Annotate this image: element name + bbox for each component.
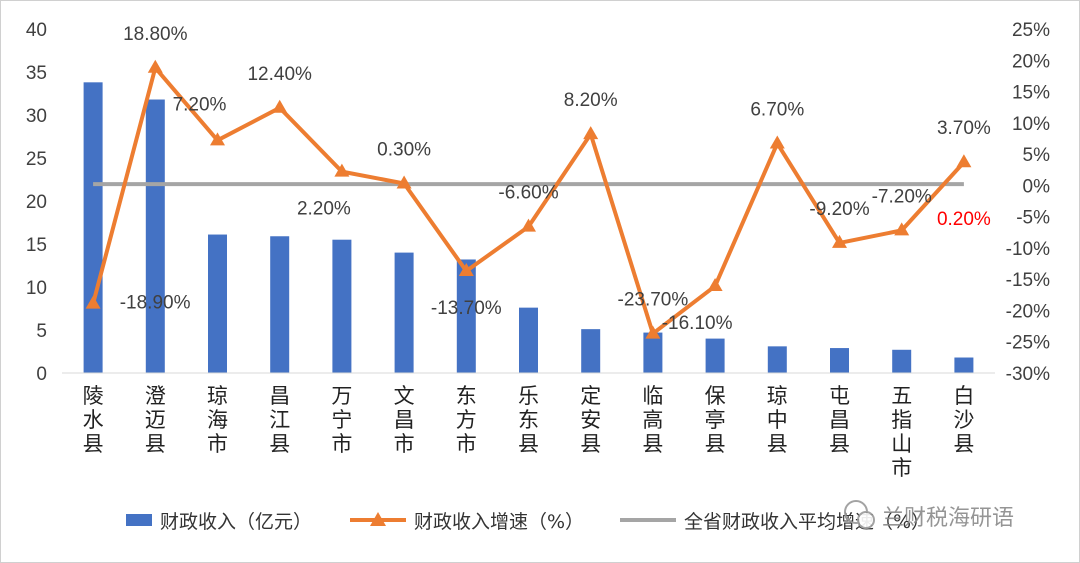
category-label: 陵水县 — [83, 384, 104, 456]
category-label: 五指山市 — [891, 384, 912, 480]
legend-label-bar: 财政收入（亿元） — [160, 511, 312, 533]
data-label: 2.20% — [297, 199, 351, 220]
data-label: 7.20% — [173, 94, 227, 115]
right-tick-label: 15% — [1012, 83, 1050, 104]
left-tick-label: 40 — [26, 20, 47, 41]
growth-point — [832, 234, 847, 248]
category-label: 昌江县 — [269, 384, 290, 456]
data-label: -7.20% — [872, 186, 932, 207]
growth-line-series — [85, 59, 972, 339]
right-tick-label: 0% — [1023, 176, 1051, 197]
growth-point — [458, 263, 474, 277]
right-tick-label: -10% — [1006, 239, 1050, 260]
right-tick-label: -30% — [1006, 364, 1050, 385]
category-label: 保亭县 — [705, 384, 726, 456]
growth-point — [147, 59, 163, 73]
bar — [954, 357, 974, 373]
right-tick-label: 25% — [1012, 20, 1050, 41]
watermark-text: 兰财税海研语 — [882, 506, 1014, 531]
growth-point — [521, 218, 536, 232]
left-y-axis: 0 5 10 15 20 25 30 35 40 — [26, 20, 47, 385]
growth-point — [272, 99, 288, 113]
growth-point — [645, 325, 661, 339]
bar — [270, 236, 290, 373]
category-label: 万宁市 — [331, 384, 352, 456]
growth-point — [85, 295, 101, 309]
legend-swatch-bar — [126, 514, 152, 526]
bar — [394, 252, 414, 373]
bar — [581, 329, 601, 373]
growth-point — [894, 222, 910, 236]
bar — [892, 349, 912, 373]
legend: 财政收入（亿元） 财政收入增速（%） 全省财政收入平均增速（%） — [126, 511, 930, 533]
bar-series — [83, 82, 974, 374]
growth-point — [210, 132, 225, 146]
right-tick-label: -20% — [1006, 301, 1050, 322]
growth-point — [583, 126, 599, 140]
growth-point — [334, 163, 350, 177]
bar — [208, 234, 227, 373]
right-tick-label: -25% — [1006, 333, 1050, 354]
right-tick-label: 10% — [1012, 114, 1050, 135]
bar — [456, 259, 476, 373]
category-label: 屯昌县 — [829, 384, 850, 456]
legend-label-line: 财政收入增速（%） — [414, 511, 584, 533]
left-tick-label: 0 — [36, 364, 47, 385]
data-label: -13.70% — [431, 298, 502, 319]
bar — [83, 82, 103, 373]
data-labels: -18.90% 18.80% 7.20% 12.40% 2.20% 0.30% -13.70… — [120, 24, 991, 334]
category-label: 白沙县 — [953, 384, 974, 456]
category-label: 琼海市 — [207, 384, 228, 456]
left-tick-label: 15 — [26, 235, 47, 256]
category-label: 临高县 — [642, 384, 663, 456]
right-y-axis: -30% -25% -20% -15% -10% -5% 0% 5% 10% 15% 20% 25% — [1006, 20, 1050, 385]
left-tick-label: 30 — [26, 106, 47, 127]
growth-point — [707, 278, 723, 292]
bar — [145, 99, 165, 374]
right-tick-label: 20% — [1012, 51, 1050, 72]
data-label: -18.90% — [120, 293, 191, 314]
left-tick-label: 25 — [26, 149, 47, 170]
bar — [519, 307, 538, 373]
data-label: -23.70% — [618, 290, 689, 311]
wechat-icon-inner — [857, 511, 875, 529]
growth-point — [769, 135, 785, 149]
average-data-label: 0.20% — [937, 209, 991, 230]
category-label: 定安县 — [580, 384, 601, 456]
data-label: 8.20% — [564, 90, 618, 111]
right-tick-label: -5% — [1016, 208, 1050, 229]
legend-marker-triangle — [370, 512, 386, 526]
left-tick-label: 20 — [26, 192, 47, 213]
data-label: 0.30% — [377, 139, 431, 160]
growth-point — [956, 154, 972, 168]
bar — [332, 239, 352, 373]
data-label: 3.70% — [937, 118, 991, 139]
left-tick-label: 5 — [36, 321, 47, 342]
watermark: 兰财税海研语 — [844, 500, 1014, 531]
growth-point — [396, 175, 412, 189]
category-label: 东方市 — [456, 384, 477, 456]
data-label: -16.10% — [662, 313, 733, 334]
data-label: -6.60% — [498, 183, 558, 204]
x-axis-categories: 陵水县 澄迈县 琼海市 昌江县 万宁市 文昌市 东方市 乐东县 定安县 临高县 保亭县 琼中县 屯昌县 五… — [83, 384, 975, 480]
category-label: 文昌市 — [394, 384, 415, 456]
left-tick-label: 10 — [26, 278, 47, 299]
bar — [767, 346, 787, 373]
bar — [830, 348, 849, 373]
category-label: 琼中县 — [767, 384, 788, 456]
left-tick-label: 35 — [26, 63, 47, 84]
right-tick-label: 5% — [1023, 145, 1051, 166]
bar — [643, 332, 663, 373]
bar — [705, 338, 725, 373]
category-label: 乐东县 — [518, 384, 539, 456]
data-label: -9.20% — [809, 199, 869, 220]
right-tick-label: -15% — [1006, 270, 1050, 291]
data-label: 6.70% — [750, 99, 804, 120]
category-label: 澄迈县 — [145, 384, 166, 456]
data-label: 18.80% — [123, 24, 188, 45]
data-label: 12.40% — [247, 64, 312, 85]
